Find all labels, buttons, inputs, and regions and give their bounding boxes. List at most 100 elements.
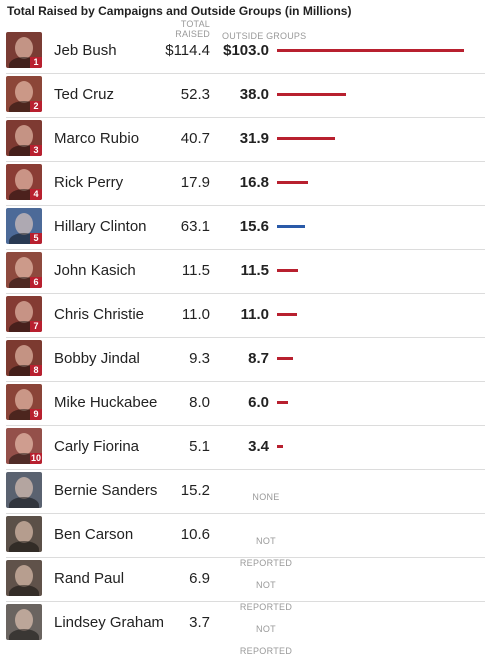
outside-groups-bar	[277, 401, 288, 404]
candidate-photo: 6	[6, 252, 42, 288]
photo-face-shape	[15, 345, 33, 367]
row-divider	[6, 425, 485, 426]
row-divider	[6, 73, 485, 74]
candidate-photo: 7	[6, 296, 42, 332]
outside-groups-bar	[277, 269, 298, 272]
rank-badge: 5	[30, 233, 42, 244]
outside-groups-bar	[277, 225, 305, 228]
candidate-row: 10 Carly Fiorina 5.1 3.4	[0, 426, 495, 470]
total-raised-value: 6.9	[189, 570, 210, 587]
photo-shoulders-shape	[9, 277, 39, 288]
rank-badge: 4	[30, 189, 42, 200]
outside-groups-value: 11.5	[240, 262, 269, 279]
outside-groups-value: 16.8	[239, 174, 269, 191]
row-divider	[6, 337, 485, 338]
candidate-row: 1 Jeb Bush $114.4 $103.0	[0, 30, 495, 74]
photo-shoulders-shape	[9, 189, 39, 200]
total-raised-value: $114.4	[165, 42, 210, 59]
candidate-name: Mike Huckabee	[54, 394, 158, 411]
total-raised-value: 9.3	[189, 350, 210, 367]
rank-badge: 1	[30, 57, 42, 68]
outside-groups-bar	[277, 313, 297, 316]
photo-shoulders-shape	[9, 497, 39, 508]
candidate-photo: 4	[6, 164, 42, 200]
candidate-name: Lindsey Graham	[54, 614, 165, 631]
rank-badge: 8	[30, 365, 42, 376]
total-raised-value: 11.5	[181, 262, 210, 279]
photo-shoulders-shape	[9, 57, 39, 68]
row-divider	[6, 161, 485, 162]
candidate-photo: 9	[6, 384, 42, 420]
photo-shoulders-shape	[9, 585, 39, 596]
candidate-photo	[6, 604, 42, 640]
outside-groups-value: $103.0	[223, 42, 269, 59]
rank-badge: 3	[30, 145, 42, 156]
candidate-name: Rick Perry	[54, 174, 124, 191]
outside-groups-value: 15.6	[239, 218, 269, 235]
candidate-name: Carly Fiorina	[54, 438, 140, 455]
total-raised-value: 40.7	[180, 130, 210, 147]
rank-badge: 9	[30, 409, 42, 420]
row-divider	[6, 293, 485, 294]
candidate-name: Ted Cruz	[54, 86, 115, 103]
outside-groups-status: NOT REPORTED	[239, 536, 293, 568]
outside-groups-value: 31.9	[239, 130, 269, 147]
outside-groups-bar	[277, 49, 464, 52]
row-divider	[6, 601, 485, 602]
candidate-name: Ben Carson	[54, 526, 134, 543]
row-divider	[6, 513, 485, 514]
total-raised-value: 10.6	[180, 526, 210, 543]
rank-badge: 7	[30, 321, 42, 332]
candidate-name: John Kasich	[54, 262, 136, 279]
photo-face-shape	[15, 213, 33, 235]
total-raised-value: 52.3	[180, 86, 210, 103]
outside-groups-status: NONE	[252, 492, 280, 502]
candidate-photo: 2	[6, 76, 42, 112]
photo-shoulders-shape	[9, 629, 39, 640]
candidate-name: Bernie Sanders	[54, 482, 158, 499]
candidate-row: Ben Carson 10.6 NOT REPORTED	[0, 514, 495, 568]
candidate-photo: 10	[6, 428, 42, 464]
outside-groups-bar	[277, 357, 293, 360]
photo-face-shape	[15, 565, 33, 587]
photo-face-shape	[15, 301, 33, 323]
outside-groups-bar	[277, 93, 346, 96]
total-raised-value: 17.9	[180, 174, 210, 191]
photo-shoulders-shape	[9, 145, 39, 156]
photo-face-shape	[15, 477, 33, 499]
candidate-name: Jeb Bush	[54, 42, 117, 59]
outside-groups-value: 3.4	[248, 438, 269, 455]
total-raised-value: 63.1	[180, 218, 210, 235]
row-divider	[6, 117, 485, 118]
photo-face-shape	[15, 257, 33, 279]
photo-face-shape	[15, 37, 33, 59]
outside-groups-value: 6.0	[248, 394, 269, 411]
candidate-photo: 8	[6, 340, 42, 376]
total-raised-column-header: TOTAL RAISED	[175, 19, 210, 39]
candidate-row: 6 John Kasich 11.5 11.5	[0, 250, 495, 294]
total-raised-value: 8.0	[189, 394, 210, 411]
photo-shoulders-shape	[9, 409, 39, 420]
row-divider	[6, 381, 485, 382]
photo-face-shape	[15, 169, 33, 191]
candidate-photo: 3	[6, 120, 42, 156]
candidate-row: 2 Ted Cruz 52.3 38.0	[0, 74, 495, 118]
candidate-row: 7 Chris Christie 11.0 11.0	[0, 294, 495, 338]
candidate-row: Lindsey Graham 3.7 NOT REPORTED	[0, 602, 495, 656]
candidate-row: 3 Marco Rubio 40.7 31.9	[0, 118, 495, 162]
photo-shoulders-shape	[9, 101, 39, 112]
row-divider	[6, 557, 485, 558]
candidate-photo: 1	[6, 32, 42, 68]
candidate-row: 4 Rick Perry 17.9 16.8	[0, 162, 495, 206]
candidate-photo	[6, 560, 42, 596]
chart-title: Total Raised by Campaigns and Outside Gr…	[7, 4, 352, 18]
rank-badge: 2	[30, 101, 42, 112]
photo-shoulders-shape	[9, 365, 39, 376]
photo-shoulders-shape	[9, 321, 39, 332]
total-raised-value: 11.0	[181, 306, 210, 323]
outside-groups-bar	[277, 445, 283, 448]
candidate-row: 9 Mike Huckabee 8.0 6.0	[0, 382, 495, 426]
row-divider	[6, 249, 485, 250]
photo-face-shape	[15, 521, 33, 543]
